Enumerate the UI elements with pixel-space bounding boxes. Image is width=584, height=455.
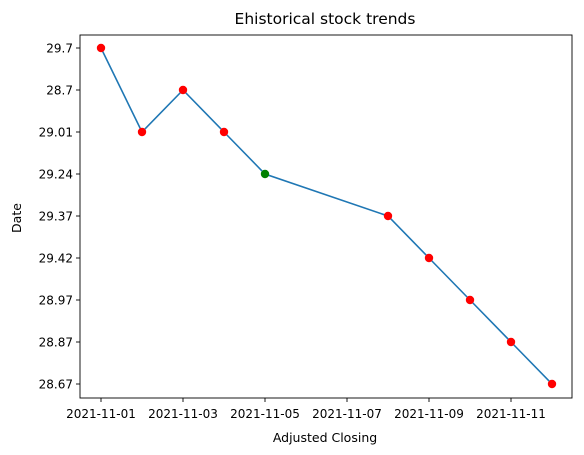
y-axis-label: Date bbox=[9, 203, 24, 233]
series-line bbox=[100, 47, 553, 385]
data-point bbox=[178, 85, 188, 95]
y-tick-label: 29.01 bbox=[39, 126, 73, 140]
y-tick-label: 28.7 bbox=[46, 84, 73, 98]
data-point bbox=[260, 169, 270, 179]
data-point bbox=[506, 337, 516, 347]
data-point bbox=[96, 43, 106, 53]
x-tick-label: 2021-11-05 bbox=[230, 407, 300, 421]
y-tick-label: 29.37 bbox=[39, 210, 73, 224]
y-tick-label: 28.97 bbox=[39, 294, 73, 308]
y-tick-label: 29.42 bbox=[39, 252, 73, 266]
data-point bbox=[465, 295, 475, 305]
data-point bbox=[137, 127, 147, 137]
x-tick-label: 2021-11-07 bbox=[312, 407, 382, 421]
data-point bbox=[383, 211, 393, 221]
chart-title: Ehistorical stock trends bbox=[235, 10, 416, 28]
x-axis-label: Adjusted Closing bbox=[273, 430, 377, 445]
y-tick-label: 28.67 bbox=[39, 378, 73, 392]
data-point bbox=[219, 127, 229, 137]
x-tick-label: 2021-11-01 bbox=[66, 407, 136, 421]
y-tick-label: 29.7 bbox=[46, 42, 73, 56]
plot-frame bbox=[79, 34, 573, 399]
x-tick-label: 2021-11-03 bbox=[148, 407, 218, 421]
y-tick-label: 28.87 bbox=[39, 336, 73, 350]
data-point bbox=[547, 379, 557, 389]
data-point bbox=[424, 253, 434, 263]
y-tick-label: 29.24 bbox=[39, 168, 73, 182]
plot-area: 2021-11-01 2021-11-03 2021-11-05 2021-11-07… bbox=[39, 34, 573, 421]
x-tick-label: 2021-11-11 bbox=[476, 407, 546, 421]
x-tick-label: 2021-11-09 bbox=[394, 407, 464, 421]
